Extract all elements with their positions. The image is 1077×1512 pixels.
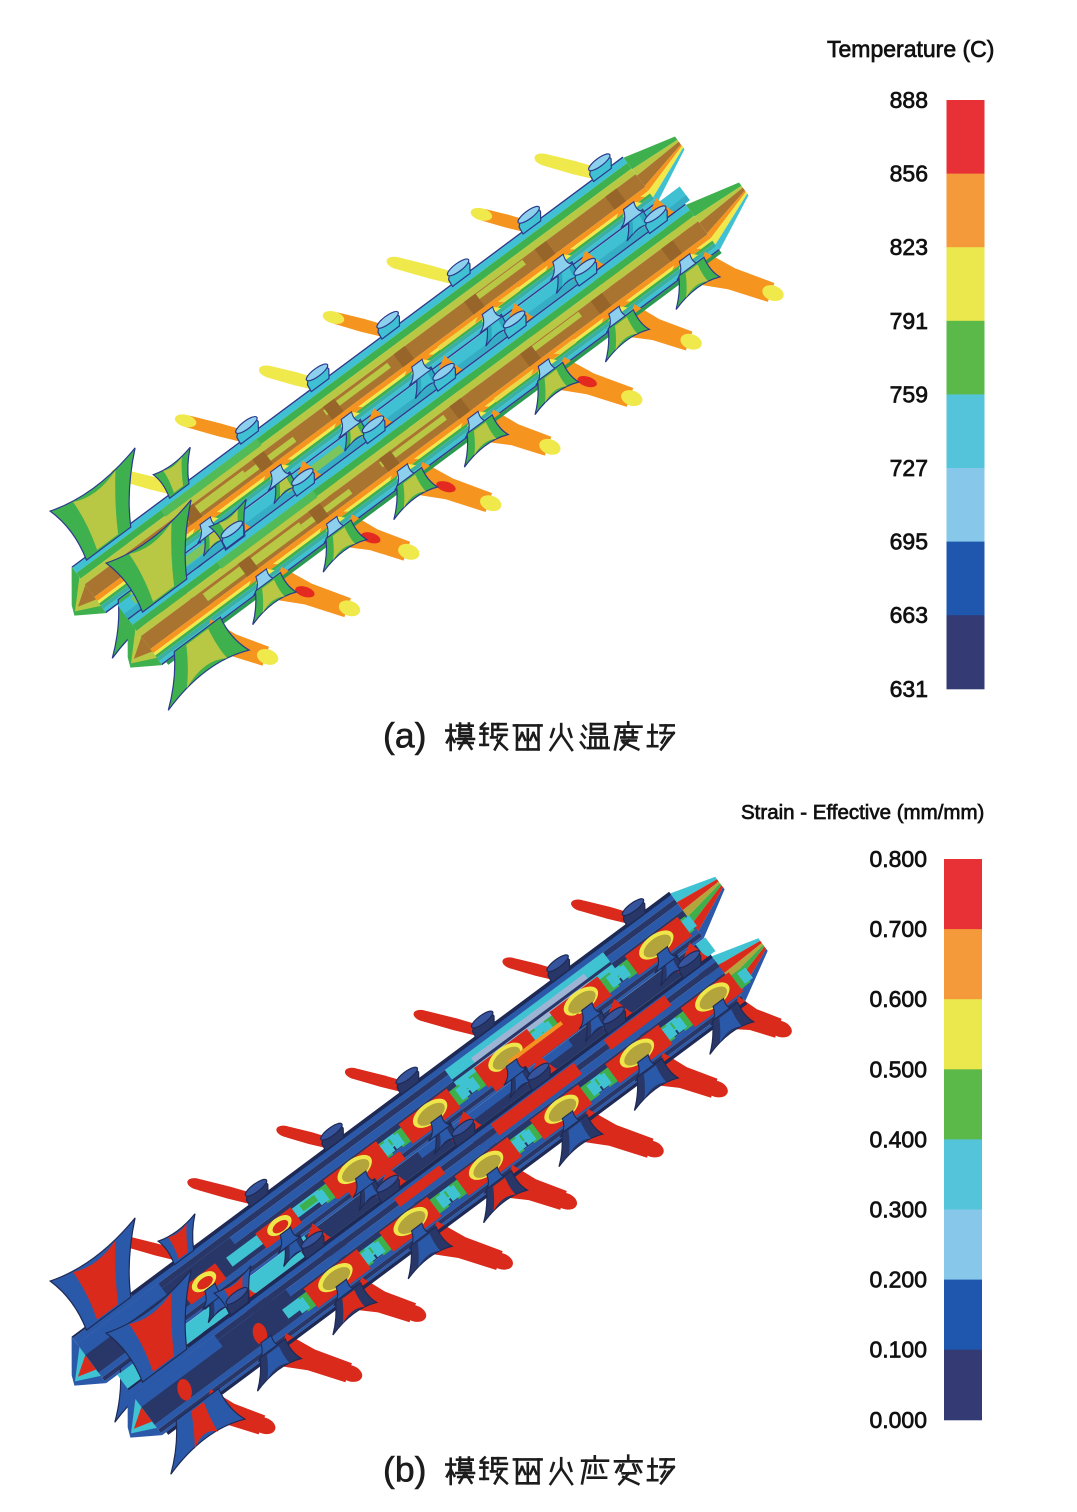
svg-text:0.300: 0.300 (869, 1197, 927, 1223)
svg-text:0.800: 0.800 (869, 846, 927, 872)
svg-text:0.700: 0.700 (869, 916, 927, 942)
svg-text:0.400: 0.400 (869, 1126, 927, 1152)
svg-text:631: 631 (890, 676, 928, 702)
svg-text:0.100: 0.100 (869, 1337, 927, 1363)
svg-text:856: 856 (890, 161, 928, 187)
svg-text:759: 759 (890, 381, 928, 407)
svg-text:(b): (b) (383, 1450, 426, 1490)
svg-text:695: 695 (890, 529, 928, 555)
svg-text:(a): (a) (383, 716, 426, 756)
svg-text:Strain - Effective (mm/mm): Strain - Effective (mm/mm) (741, 801, 984, 824)
svg-text:727: 727 (890, 455, 928, 481)
svg-text:888: 888 (890, 87, 928, 113)
svg-text:0.000: 0.000 (869, 1407, 927, 1433)
svg-text:0.500: 0.500 (869, 1056, 927, 1082)
svg-text:0.200: 0.200 (869, 1267, 927, 1293)
svg-text:Temperature (C): Temperature (C) (827, 36, 994, 62)
svg-text:791: 791 (890, 308, 928, 334)
svg-text:663: 663 (890, 602, 928, 628)
svg-text:823: 823 (890, 234, 928, 260)
svg-text:0.600: 0.600 (869, 986, 927, 1012)
